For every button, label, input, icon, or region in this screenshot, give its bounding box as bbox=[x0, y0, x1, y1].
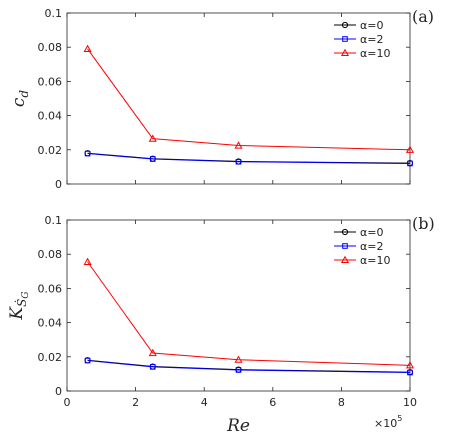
y-tick-label: 0.04 bbox=[38, 317, 63, 330]
data-point bbox=[235, 367, 242, 373]
x-axis-label: Re bbox=[226, 416, 250, 436]
y-tick-label: 0.06 bbox=[38, 282, 63, 295]
legend-label: α=10 bbox=[360, 47, 390, 60]
chart-panel-b: 0 0.02 0.04 0.06 0.08 0.1 0 2 4 6 8 10 α=0α=2α=10 (b)… bbox=[7, 214, 435, 436]
y-tick-label: 0 bbox=[55, 385, 62, 398]
x-tick-label: 8 bbox=[338, 396, 345, 409]
axes-frame bbox=[66, 12, 411, 185]
legend-label: α=0 bbox=[360, 19, 383, 32]
data-point bbox=[148, 134, 157, 142]
y-axis-label: cd bbox=[9, 90, 31, 108]
series-line-1 bbox=[87, 153, 411, 164]
y-tick-label: 0.02 bbox=[38, 144, 63, 157]
data-point bbox=[407, 160, 413, 167]
y-tick-label: 0.08 bbox=[38, 248, 63, 261]
data-point bbox=[84, 357, 91, 364]
data-point bbox=[235, 158, 242, 165]
chart-panel-a: 0 0.02 0.04 0.06 0.08 0.1 α=0α=2α=10 (a) cd bbox=[9, 7, 434, 191]
y-tick-label: 0.1 bbox=[45, 7, 63, 20]
x-tick-label: 2 bbox=[132, 396, 139, 409]
legend-label: α=2 bbox=[360, 33, 383, 46]
y-axis-label: KṠG bbox=[7, 291, 31, 320]
data-point bbox=[83, 257, 92, 265]
data-point bbox=[234, 141, 243, 149]
x-tick-label: 6 bbox=[269, 396, 276, 409]
panel-label: (b) bbox=[412, 214, 435, 233]
data-point bbox=[83, 44, 92, 52]
y-tick-label: 0.08 bbox=[38, 41, 63, 54]
panel-label: (a) bbox=[412, 7, 434, 26]
legend-label: α=2 bbox=[360, 240, 383, 253]
data-point bbox=[149, 156, 156, 162]
series-line-2 bbox=[87, 261, 411, 366]
x-tick-label: 0 bbox=[64, 396, 71, 409]
legend-marker bbox=[341, 228, 349, 236]
data-point bbox=[407, 369, 413, 376]
legend-marker bbox=[342, 243, 348, 249]
x-tick-label: 4 bbox=[201, 396, 208, 409]
data-point bbox=[84, 150, 91, 157]
legend-marker bbox=[341, 21, 349, 29]
data-point bbox=[234, 355, 243, 363]
legend-label: α=10 bbox=[360, 254, 390, 267]
legend-label: α=0 bbox=[360, 226, 383, 239]
data-point bbox=[405, 145, 415, 153]
x-tick-label: 10 bbox=[403, 396, 417, 409]
y-tick-label: 0.06 bbox=[38, 75, 63, 88]
data-point bbox=[148, 348, 157, 357]
legend-marker bbox=[342, 36, 348, 42]
series-line-2 bbox=[87, 48, 411, 151]
y-tick-label: 0 bbox=[55, 178, 62, 191]
y-tick-label: 0.1 bbox=[45, 214, 63, 227]
y-tick-label: 0.04 bbox=[38, 110, 63, 123]
x-exponent-label: ×105 bbox=[374, 414, 402, 430]
data-point bbox=[405, 361, 415, 369]
axes-frame bbox=[66, 219, 411, 392]
data-point bbox=[149, 364, 156, 370]
series-line-1 bbox=[87, 360, 411, 374]
y-tick-label: 0.02 bbox=[38, 351, 63, 364]
legend-marker bbox=[340, 48, 350, 57]
legend-marker bbox=[340, 255, 350, 264]
